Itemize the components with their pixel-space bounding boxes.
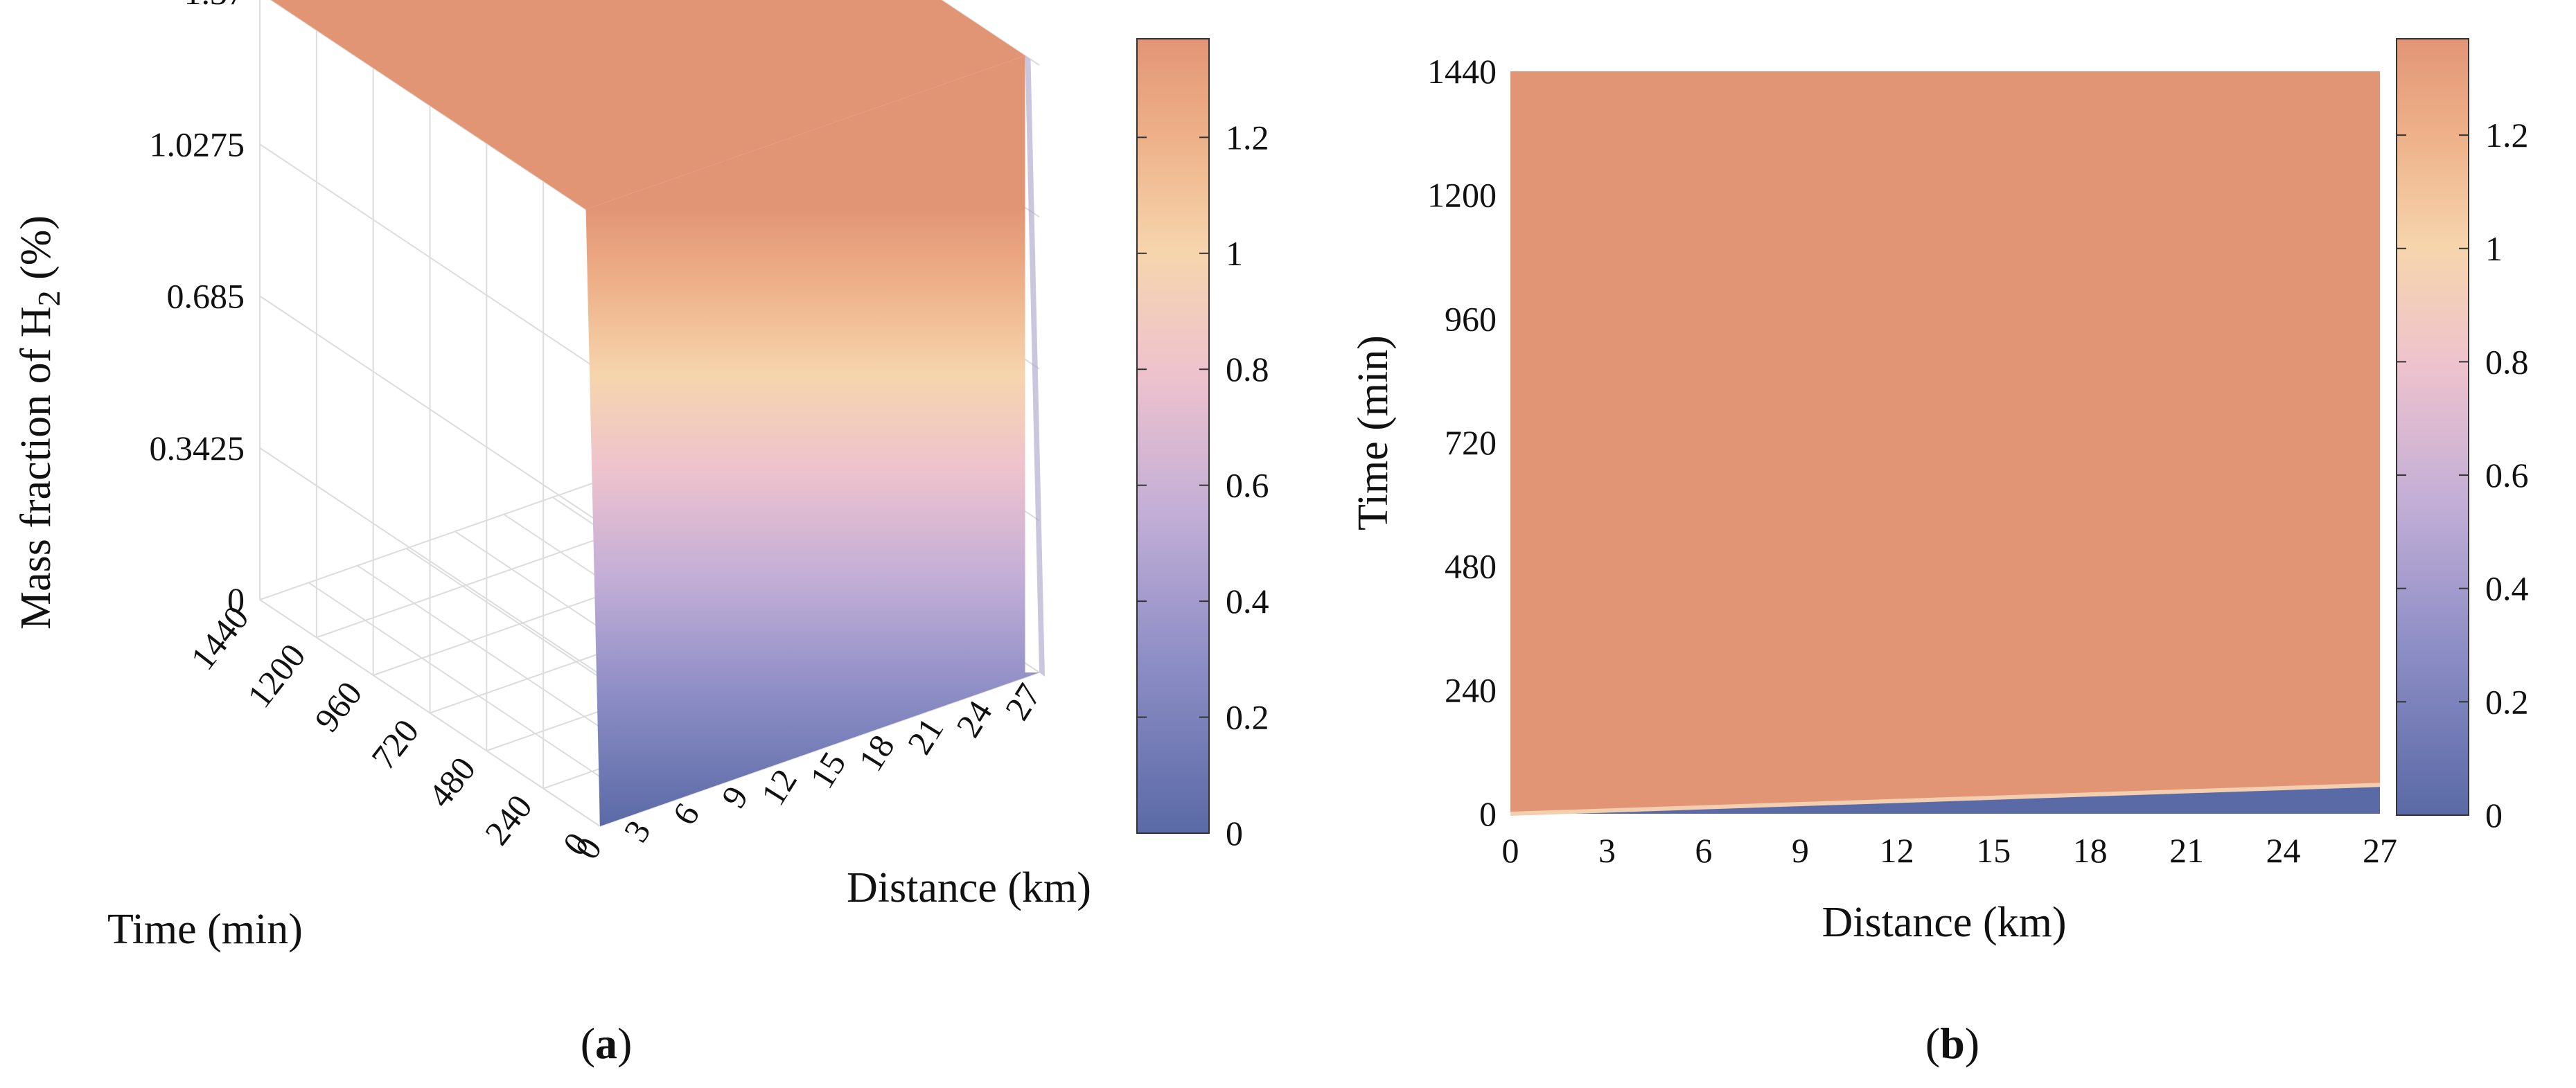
heatmap-saturated-region — [1510, 71, 2380, 814]
surface — [271, 0, 1045, 826]
z-axis-label: Mass fraction of H2 (%) — [12, 215, 67, 630]
heatmap-x-tick-label: 21 — [2169, 831, 2204, 870]
heatmap-tick-labels: 0 3 6 9 12 15 18 21 24 27 0 240 480 720 960 1200 1440 — [1427, 52, 2397, 870]
time-tick-label: 720 — [364, 712, 426, 777]
grid-line — [308, 582, 649, 810]
time-tick-label: 1440 — [183, 598, 256, 677]
time-axis-label: Time (min) — [107, 906, 303, 953]
z-tick-label: 0.3425 — [150, 429, 245, 467]
colorbar-tick-label: 0.6 — [2485, 456, 2529, 494]
grid-line — [259, 447, 601, 675]
colorbar-gradient — [1136, 38, 1210, 834]
time-tick-label: 240 — [477, 787, 540, 853]
panel-label-b: (b) — [1925, 1019, 1979, 1068]
colorbar-tick-label: 0.4 — [2485, 569, 2529, 608]
z-tick-label: 1.0275 — [150, 125, 245, 163]
heatmap-x-tick-label: 9 — [1792, 831, 1809, 870]
surface-front-wall — [585, 55, 1039, 826]
heatmap-x-tick-label: 6 — [1695, 831, 1712, 870]
colorbar-tick-label: 0.8 — [2485, 342, 2529, 381]
colorbar-a: 0 0.2 0.4 0.6 0.8 1 1.2 — [1136, 38, 1269, 853]
colorbar-tick-label: 1.2 — [2485, 116, 2529, 154]
heatmap-y-tick-label: 0 — [1479, 794, 1497, 833]
time-tick-label: 1200 — [240, 636, 313, 715]
heatmap-y-tick-label: 240 — [1445, 670, 1497, 709]
heatmap-time-axis-label: Time (min) — [1350, 335, 1397, 530]
heatmap-y-tick-label: 720 — [1445, 423, 1497, 462]
grid-line — [259, 599, 601, 827]
colorbar-b: 0 0.2 0.4 0.6 0.8 1 1.2 — [2396, 38, 2529, 835]
time-tick-label: 960 — [307, 674, 369, 739]
grid-line — [259, 143, 601, 372]
heatmap-distance-axis-label: Distance (km) — [1822, 899, 2067, 946]
colorbar-tick-label: 0.4 — [1226, 582, 1269, 621]
heatmap-x-tick-label: 12 — [1880, 831, 1914, 870]
colorbar-tick-label: 1 — [1226, 234, 1243, 273]
surface-edge — [1025, 55, 1045, 677]
distance-axis-label: Distance (km) — [847, 864, 1091, 911]
heatmap-x-tick-label: 24 — [2266, 831, 2301, 870]
z-tick-label: 0 — [227, 580, 245, 619]
panel-label-a: (a) — [581, 1019, 633, 1068]
colorbar-tick-label: 0.8 — [1226, 350, 1269, 389]
colorbar-tick-label: 0 — [1226, 814, 1243, 853]
colorbar-tick-label: 0 — [2485, 796, 2503, 835]
heatmap-y-tick-label: 960 — [1445, 299, 1497, 338]
z-tick-label: 1.37 — [184, 0, 245, 12]
surface-plateau — [271, 0, 1025, 210]
colorbar-tick-label: 1.2 — [1226, 118, 1269, 157]
heatmap-front-line — [1510, 783, 2381, 816]
heatmap-panel-b: 0 3 6 9 12 15 18 21 24 27 0 240 480 720 960 1200 1440 Ti… — [1350, 38, 2529, 1068]
heatmap-x-tick-label: 0 — [1502, 831, 1519, 870]
heatmap-x-tick-label: 15 — [1976, 831, 2011, 870]
heatmap-y-tick-label: 480 — [1445, 547, 1497, 586]
heatmap-y-tick-label: 1200 — [1427, 176, 1497, 215]
heatmap-x-tick-label: 18 — [2073, 831, 2108, 870]
colorbar-tick-label: 0.6 — [1226, 466, 1269, 505]
distance-tick-label: 3 — [616, 813, 658, 848]
colorbar-tick-label: 1 — [2485, 229, 2503, 268]
heatmap — [1510, 71, 2381, 816]
heatmap-x-tick-label: 3 — [1598, 831, 1616, 870]
heatmap-x-tick-label: 27 — [2363, 831, 2397, 870]
distance-tick-label: 9 — [714, 779, 756, 814]
distance-tick-label: 6 — [664, 796, 707, 832]
time-tick-label: 480 — [421, 749, 483, 814]
z-tick-label: 0.685 — [167, 277, 245, 316]
colorbar-gradient — [2396, 38, 2469, 816]
grid-line — [259, 295, 601, 524]
heatmap-y-tick-label: 1440 — [1427, 52, 1497, 91]
distance-tick-label: 0 — [567, 830, 610, 866]
colorbar-tick-label: 0.2 — [2485, 682, 2529, 721]
z-tick-labels: 0 0.3425 0.685 1.0275 1.37 — [150, 0, 245, 619]
colorbar-tick-label: 0.2 — [1226, 698, 1269, 737]
